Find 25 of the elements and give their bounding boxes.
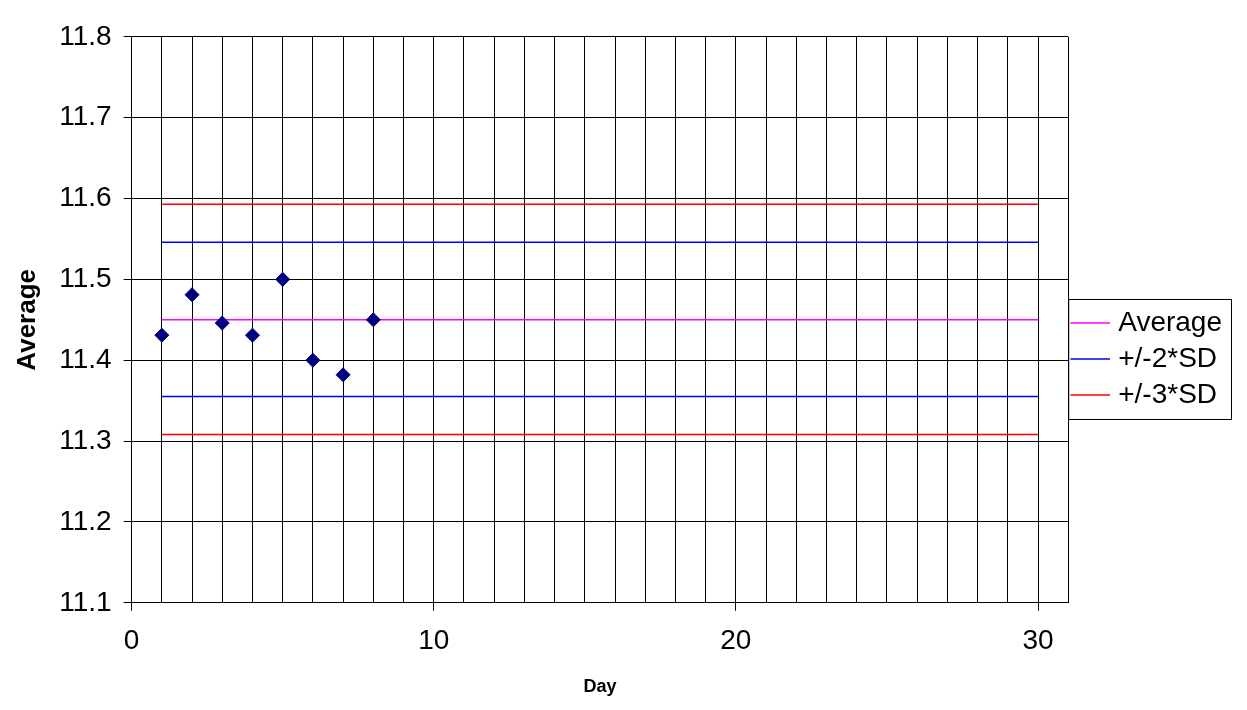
point xyxy=(154,327,170,343)
legend-label: Average xyxy=(1118,305,1223,337)
y-tick-label: 11.7 xyxy=(59,100,112,132)
y-tick-label: 11.3 xyxy=(59,423,112,455)
point xyxy=(305,352,321,368)
y-tick-label: 11.6 xyxy=(59,181,112,213)
point xyxy=(275,271,291,287)
x-tick-label: 30 xyxy=(1022,624,1054,656)
point xyxy=(335,367,351,383)
x-tick-label: 20 xyxy=(720,624,752,656)
x-axis-title: Day xyxy=(583,676,617,697)
legend-label: +/-3*SD xyxy=(1118,377,1218,409)
y-tick-label: 11.1 xyxy=(59,585,112,617)
y-tick-label: 11.4 xyxy=(59,342,112,374)
y-tick-label: 11.2 xyxy=(59,504,112,536)
legend-label: +/-2*SD xyxy=(1118,341,1218,373)
y-axis-title: Average xyxy=(10,268,41,371)
x-tick-label: 10 xyxy=(418,624,450,656)
point xyxy=(244,327,260,343)
point xyxy=(365,312,381,328)
point xyxy=(214,315,230,331)
x-tick-label: 0 xyxy=(123,624,140,656)
y-tick-label: 11.8 xyxy=(59,19,112,51)
y-tick-label: 11.5 xyxy=(59,262,112,294)
point xyxy=(184,287,200,303)
